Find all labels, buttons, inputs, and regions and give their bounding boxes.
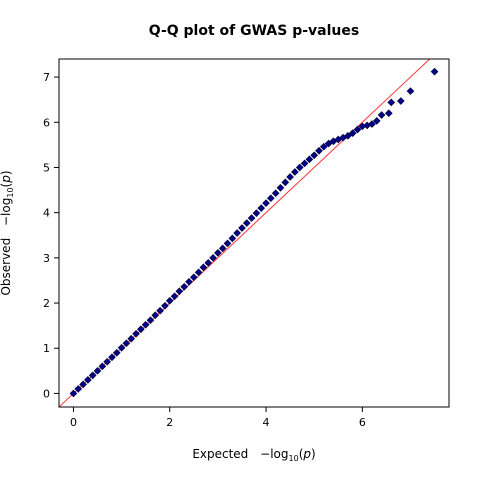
data-point	[146, 316, 155, 325]
data-point	[368, 120, 376, 128]
y-axis-label-sub: 10	[6, 187, 15, 197]
data-point	[132, 329, 140, 338]
data-point	[185, 277, 193, 286]
data-point	[103, 357, 111, 366]
x-axis-label-prefix: Expected	[192, 447, 248, 461]
data-point	[252, 209, 261, 217]
data-point	[286, 173, 294, 181]
y-tick-label: 5	[43, 161, 50, 174]
data-point	[295, 163, 304, 172]
x-axis-label-sub: 10	[289, 454, 299, 463]
data-point	[310, 151, 319, 160]
x-tick-label: 0	[70, 416, 77, 429]
data-point	[156, 306, 164, 315]
y-axis-ticks: 0 1 2 3 4 5 6 7	[43, 71, 59, 400]
x-axis-label: Expected −log10(p)	[192, 447, 315, 463]
y-tick-label: 6	[43, 116, 50, 129]
y-axis-label-base: log	[0, 198, 13, 216]
data-point	[218, 244, 227, 253]
data-point	[117, 343, 126, 352]
data-point	[223, 239, 232, 248]
data-point	[141, 320, 150, 329]
x-tick-label: 2	[166, 416, 173, 429]
data-point	[79, 380, 87, 389]
data-point	[372, 117, 381, 125]
data-point	[271, 189, 280, 198]
data-point	[276, 183, 285, 192]
data-point	[112, 348, 121, 357]
data-point	[84, 376, 92, 384]
x-axis-label-arg: p	[302, 447, 311, 461]
data-point	[344, 132, 352, 140]
data-point	[93, 367, 102, 375]
plot-area-frame	[58, 58, 450, 408]
data-point	[199, 263, 208, 272]
y-tick-label: 7	[43, 71, 50, 84]
x-tick-label: 4	[263, 416, 270, 429]
data-point	[291, 168, 299, 176]
data-point	[430, 67, 439, 76]
x-axis-ticks: 0 2 4 6	[70, 407, 366, 429]
x-tick-label: 6	[359, 416, 366, 429]
y-tick-label: 4	[43, 207, 50, 220]
data-point	[127, 334, 136, 343]
y-tick-label: 3	[43, 252, 50, 265]
data-point	[300, 159, 309, 168]
data-points-layer	[69, 67, 439, 398]
data-point	[165, 296, 174, 305]
data-point	[209, 254, 217, 262]
data-point	[204, 259, 213, 267]
data-point	[98, 362, 107, 371]
data-point	[214, 249, 222, 257]
data-point	[267, 194, 275, 203]
y-tick-label: 1	[43, 342, 50, 355]
data-point	[137, 325, 145, 334]
data-point	[242, 219, 251, 227]
data-point	[247, 214, 256, 222]
data-point	[108, 353, 116, 362]
data-point	[377, 111, 386, 119]
data-point	[406, 87, 415, 95]
data-point	[228, 234, 237, 243]
data-point	[151, 311, 160, 320]
data-point	[315, 146, 323, 155]
data-point	[238, 224, 246, 232]
data-point	[233, 229, 241, 237]
data-point	[194, 268, 203, 277]
data-point	[175, 287, 184, 296]
data-point	[69, 389, 78, 398]
x-axis-label-base: log	[270, 447, 288, 461]
data-point	[170, 292, 179, 301]
reference-line-layer	[59, 59, 431, 407]
y-tick-label: 2	[43, 297, 50, 310]
data-point	[180, 282, 189, 291]
data-point	[319, 142, 328, 151]
data-point	[353, 125, 362, 134]
data-point	[88, 371, 97, 380]
data-point	[348, 129, 357, 137]
data-point	[305, 155, 314, 164]
data-point	[262, 199, 270, 207]
y-axis-label-arg: p	[0, 175, 13, 184]
data-point	[281, 178, 290, 187]
y-axis-label-prefix: Observed	[0, 238, 13, 296]
data-point	[387, 98, 396, 107]
data-point	[74, 385, 83, 393]
data-point	[161, 301, 169, 310]
reference-line	[59, 59, 431, 407]
chart-title: Q-Q plot of GWAS p-values	[149, 23, 359, 39]
y-tick-label: 0	[43, 387, 50, 400]
data-point	[189, 273, 198, 282]
data-point	[257, 204, 266, 212]
data-point	[384, 109, 393, 118]
y-axis-label: Observed −log10(p)	[0, 170, 15, 295]
data-point	[397, 97, 405, 105]
data-point	[122, 339, 131, 348]
